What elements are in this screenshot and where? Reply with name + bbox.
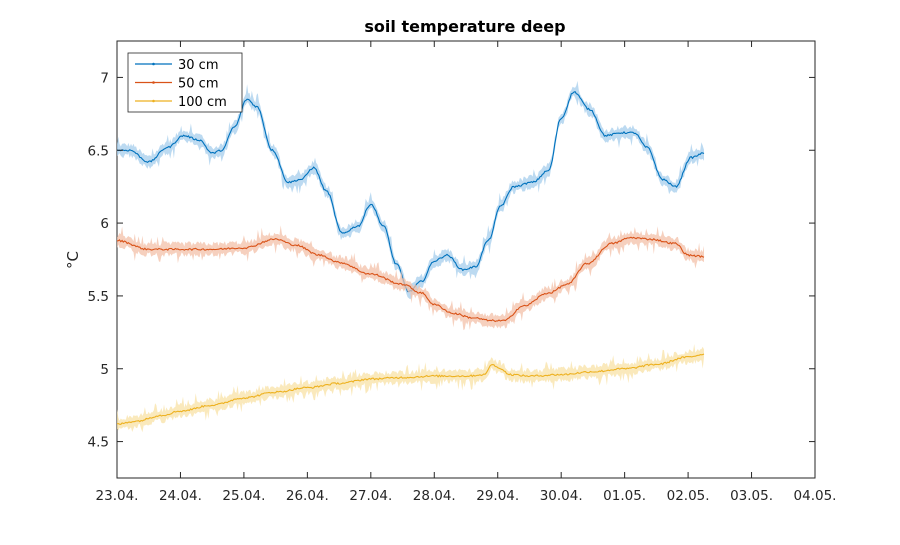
series-line-1 — [116, 236, 705, 323]
x-tick-label: 28.04. — [413, 488, 456, 504]
series-band-0 — [117, 80, 704, 300]
x-tick-label: 30.04. — [540, 488, 583, 504]
x-tick-label: 29.04. — [476, 488, 519, 504]
legend-label: 30 cm — [178, 58, 219, 73]
legend: 30 cm 50 cm 100 cm — [127, 52, 243, 113]
y-tick-label: 7 — [100, 70, 109, 86]
x-tick-label: 27.04. — [349, 488, 392, 504]
legend-item: 30 cm — [135, 58, 219, 73]
x-tick-label: 04.05. — [794, 488, 837, 504]
x-tick-label: 25.04. — [222, 488, 265, 504]
series-line-2 — [116, 353, 705, 425]
x-tick-label: 03.05. — [730, 488, 773, 504]
legend-item: 100 cm — [135, 95, 227, 110]
x-tick-label: 26.04. — [286, 488, 329, 504]
y-tick-label: 6.5 — [88, 143, 109, 159]
y-tick-label: 5 — [100, 362, 109, 378]
series-band-1 — [117, 225, 704, 331]
x-tick-label: 23.04. — [96, 488, 139, 504]
y-tick-label: 4.5 — [88, 435, 109, 451]
x-tick-label: 24.04. — [159, 488, 202, 504]
chart-title: soil temperature deep — [364, 17, 565, 36]
x-tick-label: 01.05. — [603, 488, 646, 504]
plot-area: 23.04. 24.04. 25.04. 26.04. 27.04. 28.04. 29.0… — [88, 40, 837, 504]
y-tick-label: 6 — [100, 216, 109, 232]
legend-label: 50 cm — [178, 77, 219, 92]
legend-marker — [152, 81, 155, 84]
legend-marker — [152, 99, 155, 103]
legend-item: 50 cm — [135, 77, 219, 92]
legend-marker — [152, 62, 155, 66]
legend-label: 100 cm — [178, 95, 227, 110]
y-axis-label: °C — [64, 251, 82, 269]
x-tick-label: 02.05. — [667, 488, 710, 504]
y-tick-label: 5.5 — [88, 289, 109, 305]
